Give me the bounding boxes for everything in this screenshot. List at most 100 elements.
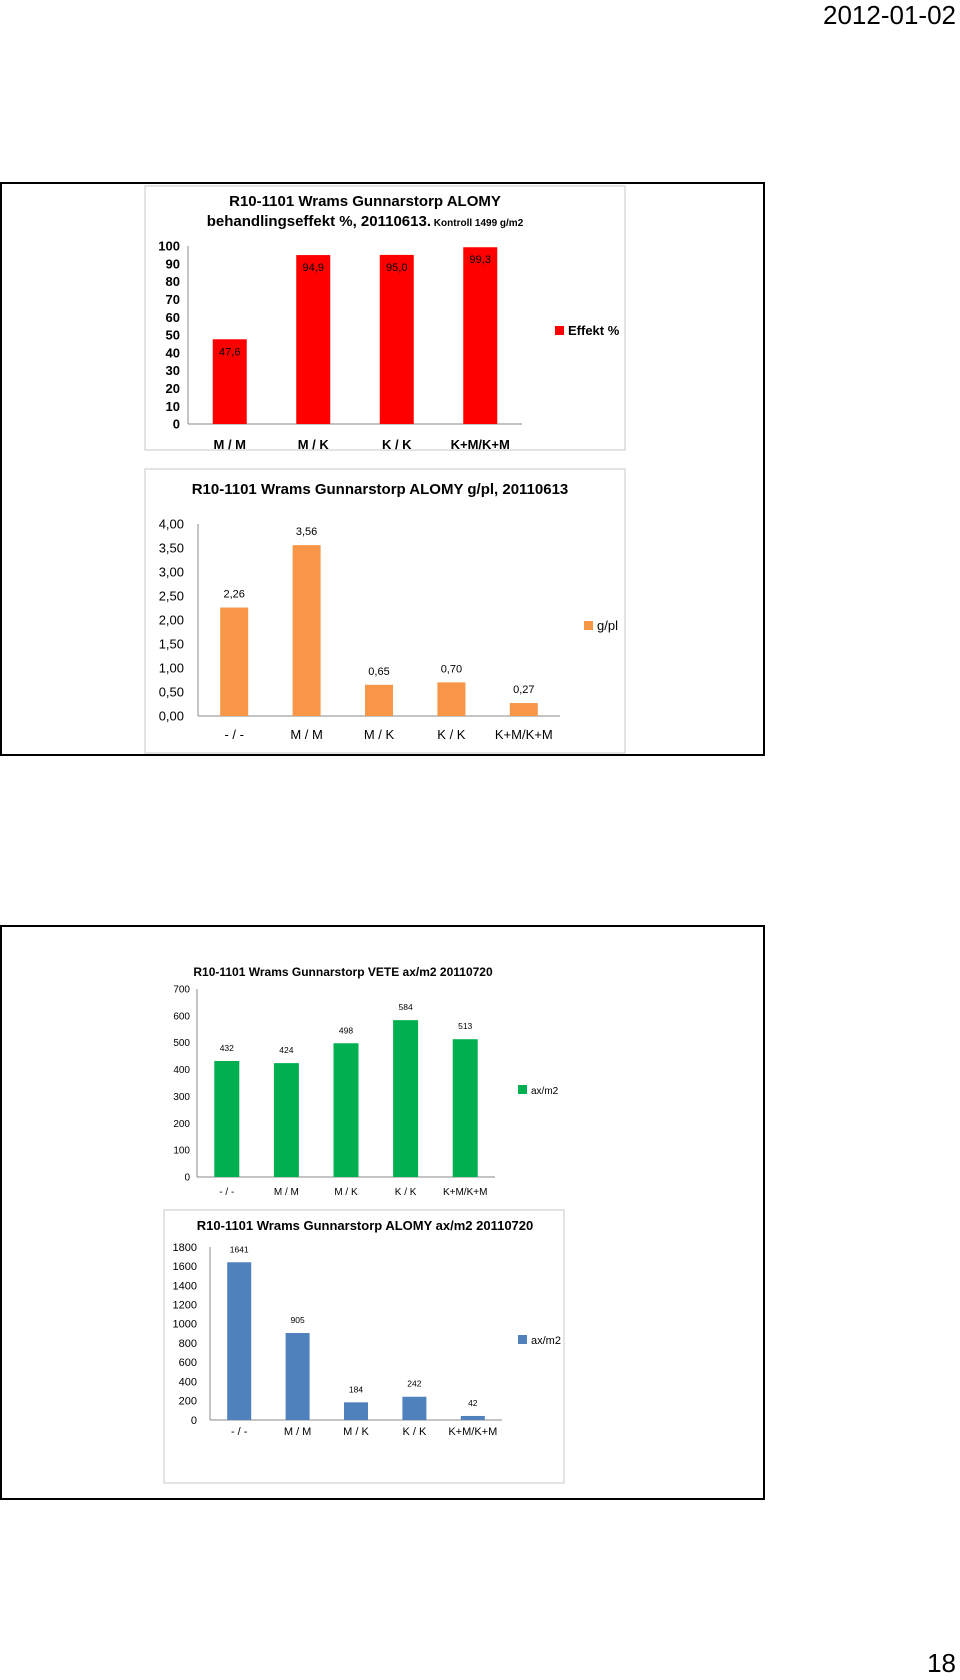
x-category-label: K+M/K+M: [443, 1187, 487, 1198]
y-tick-label: 3,50: [159, 541, 184, 556]
chart-frame: [163, 1209, 565, 1484]
bar: [273, 1063, 299, 1177]
chart-title: R10-1101 Wrams Gunnarstorp ALOMY g/pl, 2…: [192, 481, 569, 498]
y-tick-label: 200: [179, 1396, 197, 1408]
y-tick-label: 1,00: [159, 661, 184, 676]
x-category-label: M / K: [298, 437, 330, 452]
bar: [214, 1060, 240, 1177]
chart-title-line: behandlingseffekt %, 20110613. Kontroll …: [207, 213, 524, 230]
y-tick-label: 0,00: [159, 709, 184, 724]
y-tick-label: 0: [191, 1415, 197, 1427]
bar: [379, 254, 414, 424]
x-category-label: - / -: [231, 1426, 248, 1438]
y-tick-label: 60: [166, 310, 180, 325]
legend-label: g/pl: [597, 618, 618, 633]
bar-value-label: 432: [220, 1043, 234, 1053]
y-tick-label: 1400: [173, 1280, 197, 1292]
legend-label: ax/m2: [531, 1086, 559, 1097]
x-category-label: K / K: [395, 1187, 417, 1198]
x-category-label: - / -: [219, 1187, 234, 1198]
chart-title-line: R10-1101 Wrams Gunnarstorp ALOMY: [229, 193, 501, 210]
bar-value-label: 47,6: [219, 346, 240, 358]
bar: [296, 255, 331, 424]
y-tick-label: 200: [173, 1119, 190, 1130]
y-tick-label: 80: [166, 274, 180, 289]
slide-2: R10-1101 Wrams Gunnarstorp VETE ax/m2 20…: [0, 925, 765, 1500]
bar-value-label: 0,70: [441, 663, 462, 675]
bar-value-label: 513: [458, 1021, 472, 1031]
y-tick-label: 1,50: [159, 637, 184, 652]
x-category-label: K / K: [402, 1426, 427, 1438]
y-tick-label: 0,50: [159, 685, 184, 700]
x-category-label: - / -: [224, 727, 244, 742]
bar-value-label: 1641: [230, 1244, 249, 1254]
y-tick-label: 600: [179, 1357, 197, 1369]
x-category-label: M / M: [214, 437, 247, 452]
bar: [437, 682, 466, 716]
legend-swatch: [555, 326, 564, 335]
x-category-label: M / M: [284, 1426, 312, 1438]
y-tick-label: 2,50: [159, 589, 184, 604]
bar: [344, 1402, 368, 1420]
bar: [212, 339, 247, 424]
bar: [393, 1020, 419, 1177]
bar-value-label: 94,9: [303, 262, 324, 274]
y-tick-label: 400: [179, 1376, 197, 1388]
x-category-label: M / K: [334, 1187, 358, 1198]
y-tick-label: 1200: [173, 1300, 197, 1312]
legend-label: Effekt %: [568, 323, 620, 338]
page-number: 18: [927, 1648, 956, 1678]
legend-swatch: [518, 1085, 527, 1094]
y-tick-label: 1000: [173, 1319, 197, 1331]
bar-value-label: 3,56: [296, 526, 317, 538]
vete-chart: R10-1101 Wrams Gunnarstorp VETE ax/m2 20…: [173, 965, 559, 1198]
x-category-label: M / M: [274, 1187, 299, 1198]
y-tick-label: 1800: [173, 1242, 197, 1254]
y-tick-label: 800: [179, 1338, 197, 1350]
y-tick-label: 600: [173, 1011, 190, 1022]
y-tick-label: 0: [173, 417, 180, 432]
bar: [227, 1262, 252, 1420]
y-tick-label: 3,00: [159, 565, 184, 580]
x-category-label: K+M/K+M: [495, 727, 553, 742]
legend-swatch: [584, 621, 593, 630]
bar-value-label: 584: [399, 1002, 413, 1012]
y-tick-label: 500: [173, 1038, 190, 1049]
effekt-chart: R10-1101 Wrams Gunnarstorp ALOMY behandli…: [144, 185, 626, 452]
alomy-ax-chart: R10-1101 Wrams Gunnarstorp ALOMY ax/m2 2…: [163, 1209, 565, 1484]
gpl-chart: R10-1101 Wrams Gunnarstorp ALOMY g/pl, 2…: [144, 468, 626, 754]
x-category-label: K+M/K+M: [451, 437, 510, 452]
y-tick-label: 30: [166, 363, 180, 378]
y-tick-label: 100: [173, 1146, 190, 1157]
x-category-label: K+M/K+M: [448, 1426, 497, 1438]
y-tick-label: 4,00: [159, 517, 184, 532]
x-category-label: K / K: [437, 727, 466, 742]
bar-value-label: 424: [279, 1045, 293, 1055]
bar: [285, 1333, 310, 1420]
y-tick-label: 2,00: [159, 613, 184, 628]
page-date: 2012-01-02: [823, 0, 956, 30]
x-category-label: M / M: [290, 727, 323, 742]
bar: [292, 545, 321, 716]
slide-1: R10-1101 Wrams Gunnarstorp ALOMY behandli…: [0, 182, 765, 756]
y-tick-label: 0: [184, 1173, 190, 1184]
bar-value-label: 2,26: [223, 589, 244, 601]
bar-value-label: 184: [349, 1384, 363, 1394]
bar: [365, 684, 393, 716]
bar: [452, 1039, 478, 1177]
chart-title: R10-1101 Wrams Gunnarstorp VETE ax/m2 20…: [193, 965, 493, 979]
bar-value-label: 0,65: [368, 666, 389, 678]
y-tick-label: 300: [173, 1092, 190, 1103]
y-tick-label: 100: [158, 239, 180, 254]
bar-value-label: 498: [339, 1025, 353, 1035]
y-tick-label: 40: [166, 345, 180, 360]
bar-value-label: 95,0: [386, 262, 407, 274]
bar-value-label: 905: [291, 1315, 305, 1325]
bar-value-label: 0,27: [513, 684, 534, 696]
bar: [463, 247, 498, 424]
y-tick-label: 90: [166, 256, 180, 271]
y-tick-label: 70: [166, 292, 180, 307]
bar: [333, 1043, 359, 1177]
bar-value-label: 99,3: [470, 254, 491, 266]
y-tick-label: 20: [166, 381, 180, 396]
